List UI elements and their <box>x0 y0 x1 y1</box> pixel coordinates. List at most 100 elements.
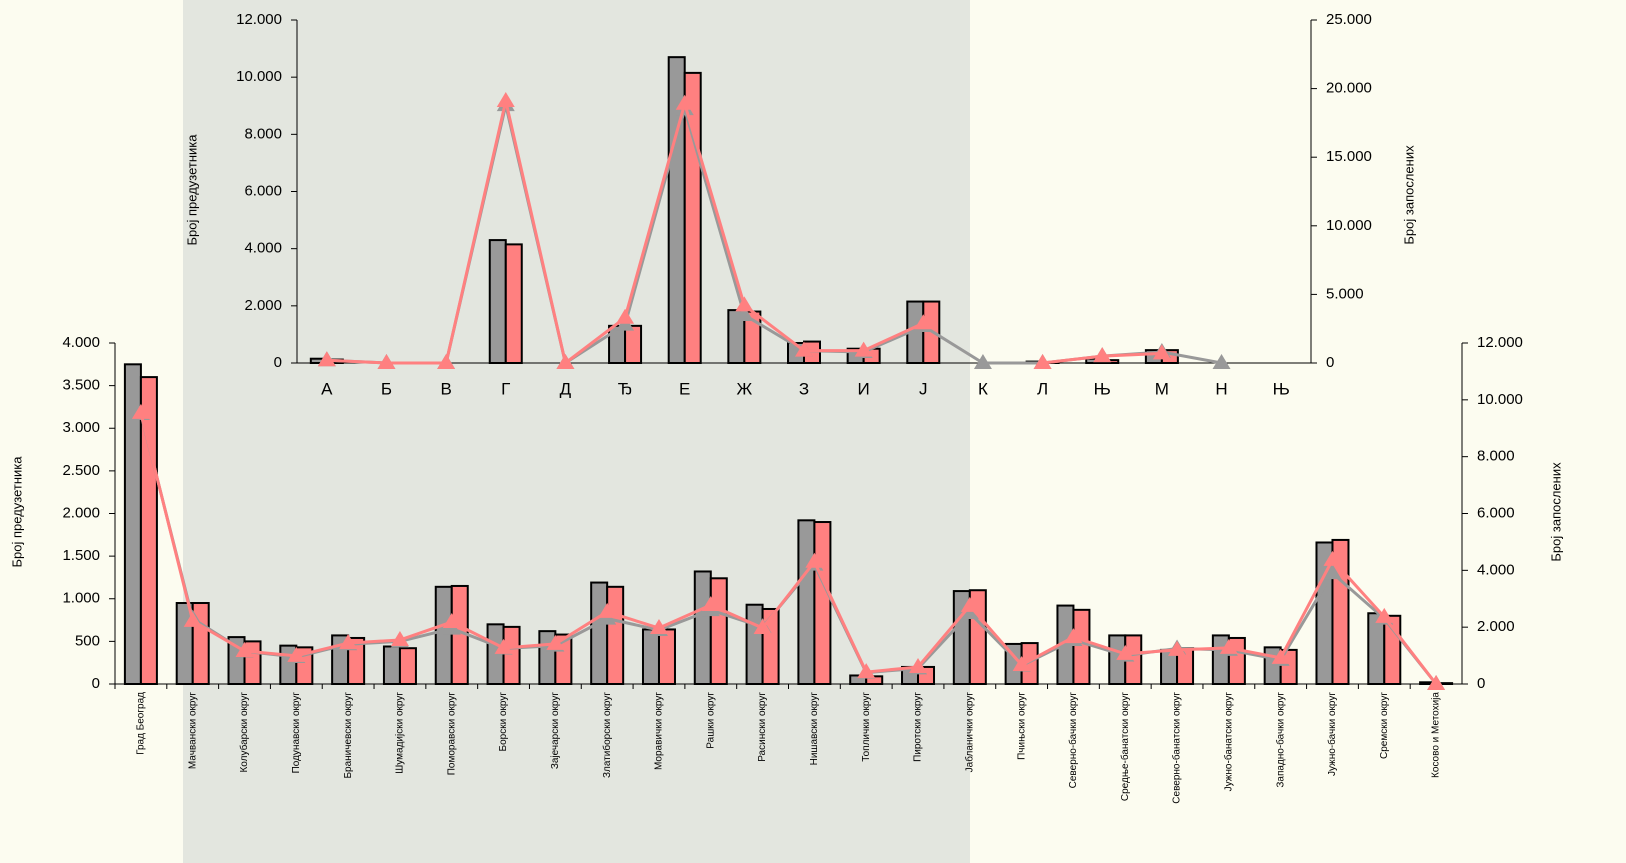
y-axis-title: Број предузетника <box>184 134 199 246</box>
x-tick-label: Ј <box>919 379 928 398</box>
marker <box>317 351 336 367</box>
bar <box>590 581 609 685</box>
marker <box>960 596 979 612</box>
x-tick-label: Зајечарски округ <box>550 692 561 770</box>
x-tick-label: К <box>978 379 988 398</box>
x-tick-label: Подунавски округ <box>291 692 302 774</box>
x-tick-label: Сремски округ <box>1379 692 1390 759</box>
y-tick-label: 2.000 <box>244 297 282 314</box>
marker <box>546 634 565 650</box>
y2-tick-label: 15.000 <box>1326 148 1372 165</box>
y-tick-label: 4.000 <box>244 240 282 257</box>
marker <box>701 596 720 612</box>
marker <box>1064 628 1083 644</box>
y2-tick-label: 0 <box>1326 354 1334 371</box>
x-tick-label: Пчињски округ <box>1016 692 1027 760</box>
y-tick-label: 8.000 <box>244 125 282 142</box>
bar <box>693 570 712 685</box>
bar <box>502 625 521 686</box>
x-tick-label: Јужно-бачки округ <box>1326 692 1338 776</box>
y2-tick-label: 2.000 <box>1477 618 1515 635</box>
y-tick-label: 500 <box>75 632 100 649</box>
line <box>139 412 1438 685</box>
x-tick-label: Л <box>1037 379 1048 398</box>
x-tick-label: Западно-бачки округ <box>1274 692 1286 788</box>
bar <box>382 645 401 685</box>
y2-tick-label: 0 <box>1477 675 1485 692</box>
bar <box>488 239 507 364</box>
y2-tick-label: 10.000 <box>1326 217 1372 234</box>
bar <box>865 675 884 686</box>
x-tick-label: Њ <box>1094 379 1111 398</box>
x-tick-label: Д <box>560 379 572 398</box>
marker <box>649 619 668 635</box>
x-tick-label: Град Београд <box>136 692 147 755</box>
x-tick-label: Рашки округ <box>705 692 716 749</box>
y-tick-label: 3.500 <box>62 377 100 394</box>
marker <box>909 657 928 673</box>
x-tick-label: Г <box>501 379 510 398</box>
marker <box>1168 640 1187 656</box>
marker <box>377 354 396 369</box>
marker <box>1375 607 1394 623</box>
y-tick-label: 4.000 <box>62 334 100 351</box>
marker <box>339 634 358 650</box>
x-tick-label: Златиборски округ <box>601 692 613 778</box>
marker <box>735 305 754 321</box>
bar <box>139 376 158 685</box>
x-tick-label: Браничевски округ <box>343 692 354 779</box>
y2-tick-label: 12.000 <box>1477 334 1523 351</box>
marker <box>1219 638 1238 654</box>
x-tick-label: Нишавски округ <box>809 692 820 766</box>
marker <box>1116 644 1135 660</box>
marker <box>287 646 306 662</box>
marker <box>496 91 515 107</box>
y-tick-label: 10.000 <box>236 68 282 85</box>
marker <box>973 354 992 369</box>
marker <box>1323 550 1342 566</box>
background-band <box>183 0 970 863</box>
marker <box>1012 655 1031 671</box>
marker <box>1033 354 1052 369</box>
x-tick-label: Е <box>679 379 690 398</box>
bar <box>1072 608 1091 686</box>
marker <box>442 613 461 629</box>
x-tick-label: Средње-банатски округ <box>1119 692 1131 801</box>
y-tick-label: 12.000 <box>236 11 282 28</box>
marker <box>437 354 456 369</box>
marker <box>753 619 772 635</box>
x-tick-label: Северно-банатски округ <box>1171 692 1183 804</box>
x-tick-label: М <box>1155 379 1169 398</box>
x-tick-label: Б <box>381 379 392 398</box>
x-tick-label: Ђ <box>618 379 633 398</box>
y-tick-label: 0 <box>274 354 282 371</box>
marker <box>1212 354 1231 369</box>
x-tick-label: Н <box>1215 379 1227 398</box>
x-tick-label: А <box>321 379 333 398</box>
marker <box>914 314 933 330</box>
marker <box>131 403 150 419</box>
marker <box>675 94 694 110</box>
bar <box>813 521 832 686</box>
y-tick-label: 1.500 <box>62 547 100 564</box>
bar <box>797 519 816 685</box>
x-tick-label: Расински округ <box>757 692 768 762</box>
y2-tick-label: 5.000 <box>1326 285 1364 302</box>
y-tick-label: 6.000 <box>244 182 282 199</box>
y2-tick-label: 10.000 <box>1477 391 1523 408</box>
marker <box>1427 675 1446 690</box>
bar <box>606 585 625 685</box>
x-tick-label: Косово и Метохија <box>1431 692 1442 778</box>
bar <box>641 628 660 686</box>
x-tick-label: В <box>440 379 451 398</box>
x-tick-label: Северно-бачки округ <box>1067 692 1079 789</box>
bar <box>1211 634 1230 685</box>
y2-tick-label: 20.000 <box>1326 80 1372 97</box>
bar <box>434 585 453 685</box>
x-tick-label: Пиротски округ <box>913 692 924 762</box>
marker <box>616 308 635 324</box>
x-tick-label: Поморавски округ <box>446 692 457 776</box>
marker <box>183 611 202 627</box>
